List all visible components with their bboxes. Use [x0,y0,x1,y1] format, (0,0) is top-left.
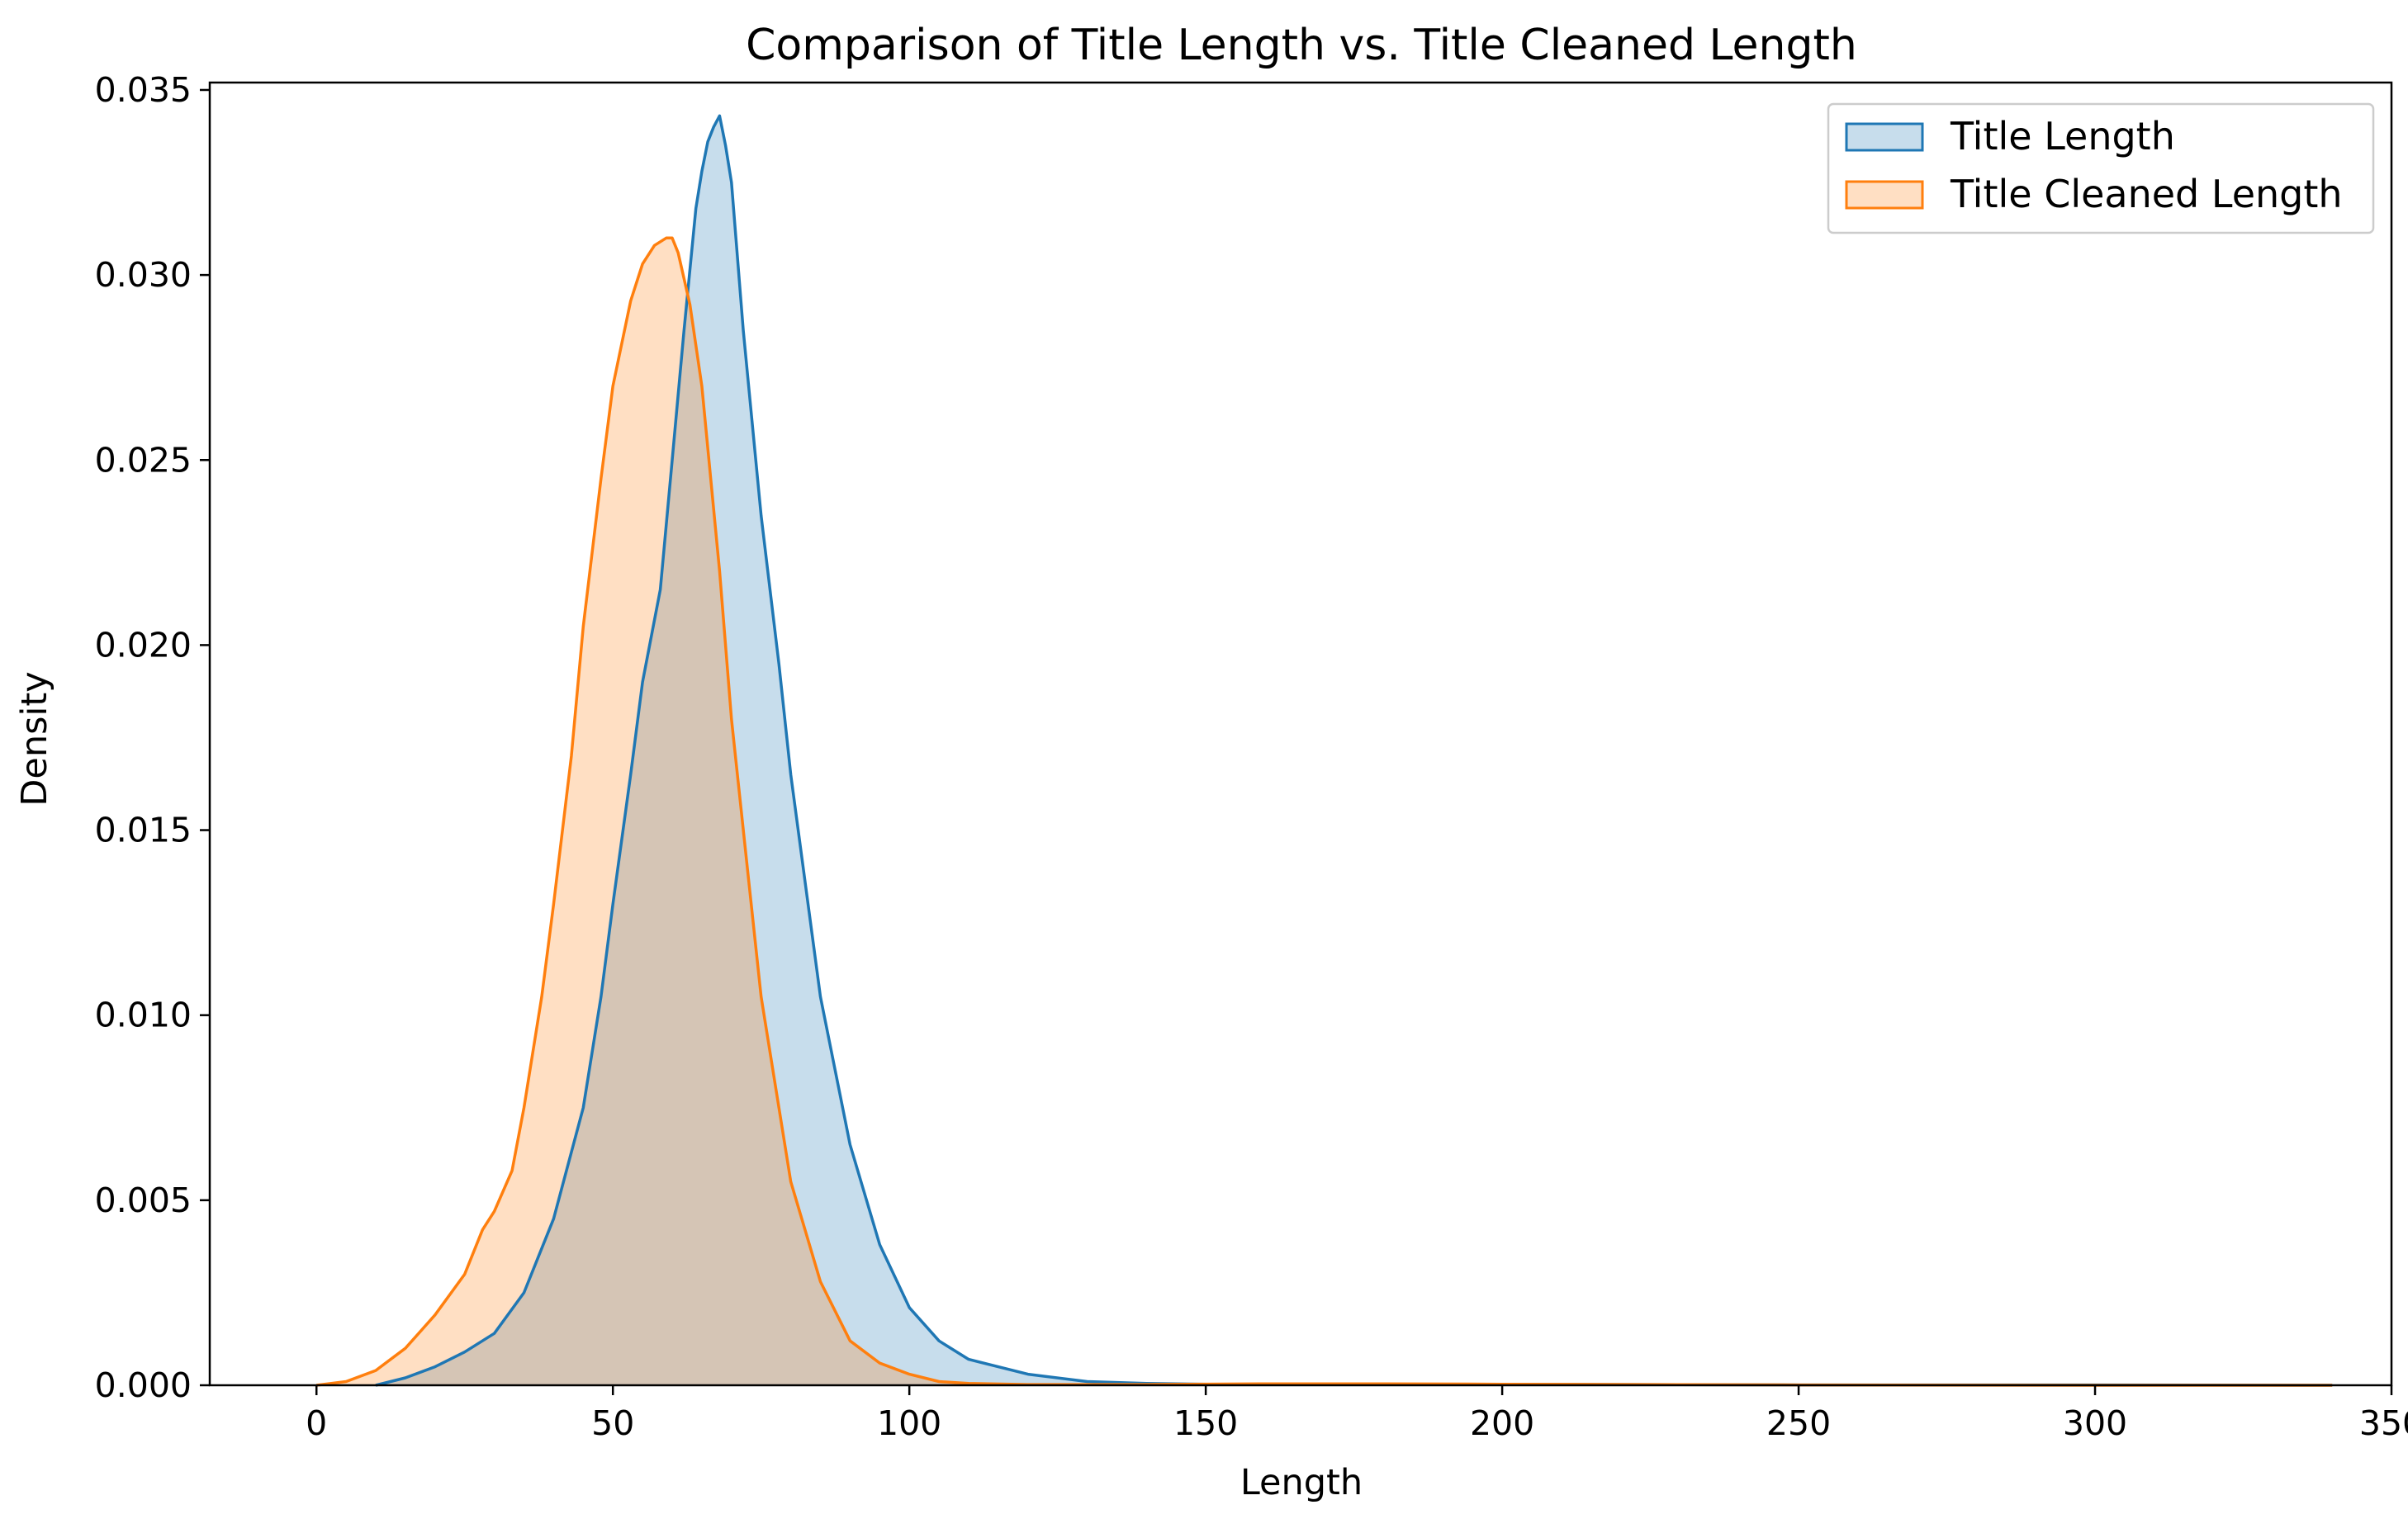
x-tick-label: 250 [1766,1403,1831,1443]
legend-frame [1827,102,2375,234]
x-tick-label: 350 [2359,1403,2408,1443]
legend-swatch-title-cleaned-length [1845,180,1924,210]
y-tick-label: 0.030 [95,255,192,295]
line-title-length [375,114,2333,1387]
y-tick-label: 0.010 [95,996,192,1035]
x-axis-label: Length [1240,1462,1363,1503]
legend-item-title-cleaned-length: Title Cleaned Length [1845,172,2343,216]
legend-item-title-length: Title Length [1845,114,2175,159]
x-tick-label: 300 [2063,1403,2127,1443]
chart-title: Comparison of Title Length vs. Title Cle… [746,21,1857,70]
legend-swatch-title-length [1845,122,1924,152]
density-areas [316,116,2333,1385]
plot-frame [208,81,2393,1387]
y-tick-label: 0.015 [95,811,192,850]
area-title-length [376,116,2333,1385]
y-tick-label: 0.035 [95,70,192,110]
legend: Title Length Title Cleaned Length [1827,102,2375,234]
x-tick-label: 100 [877,1403,941,1443]
x-tick-label: 200 [1470,1403,1534,1443]
y-tick-label: 0.005 [95,1181,192,1220]
x-tick-label: 150 [1173,1403,1238,1443]
x-axis-ticks: 0 50 100 150 200 250 300 350 [306,1385,2408,1443]
y-tick-label: 0.000 [95,1365,192,1405]
x-tick-label: 0 [306,1403,327,1443]
y-tick-label: 0.020 [95,625,192,665]
x-tick-label: 50 [591,1403,634,1443]
legend-label-title-length: Title Length [1950,114,2175,159]
y-axis-ticks: 0.000 0.005 0.010 0.015 0.020 0.025 0.030 0.035 [95,70,210,1405]
y-axis-label: Density [14,671,55,806]
legend-label-title-cleaned-length: Title Cleaned Length [1950,172,2343,216]
area-title-cleaned-length [316,238,2333,1385]
y-tick-label: 0.025 [95,440,192,480]
